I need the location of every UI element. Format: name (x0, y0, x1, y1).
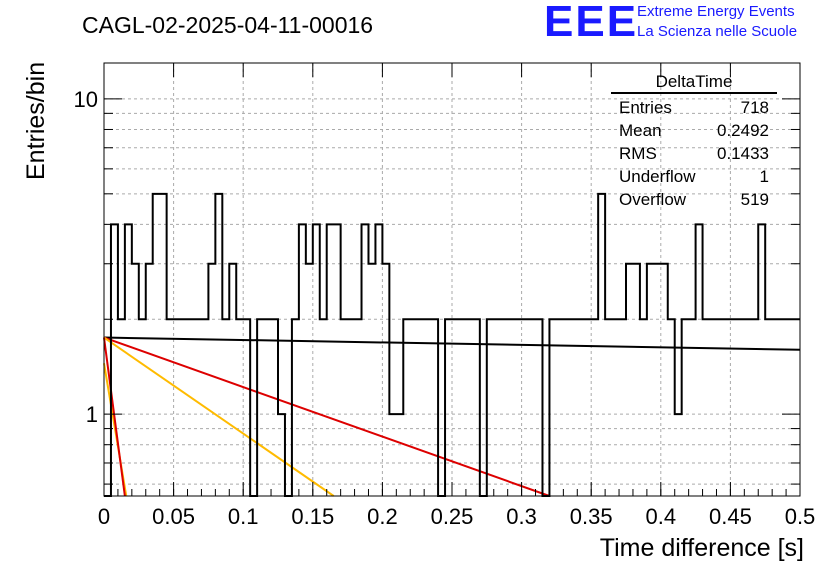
x-tick-label: 0.1 (228, 504, 259, 529)
stats-label: Entries (619, 98, 672, 117)
stats-row-underflow: Underflow 1 (611, 165, 777, 188)
x-tick-label: 0.15 (291, 504, 334, 529)
stats-value: 0.2492 (717, 121, 769, 140)
x-tick-label: 0.3 (506, 504, 537, 529)
histogram-line (104, 192, 800, 497)
axis-ticks (103, 63, 801, 496)
stats-title: DeltaTime (655, 72, 733, 91)
logo-line-2: La Scienza nelle Scuole (637, 23, 798, 40)
y-tick-label: 1 (86, 402, 98, 427)
x-tick-label: 0.05 (152, 504, 195, 529)
x-tick-label: 0.35 (570, 504, 613, 529)
stats-label: Mean (619, 121, 662, 140)
stats-value: 1 (759, 167, 769, 186)
x-axis-label: Time difference [s] (599, 534, 804, 562)
fit-curve (103, 336, 335, 497)
y-tick-label: 10 (74, 87, 98, 112)
stats-row-entries: Entries 718 (611, 96, 777, 119)
stats-row-rms: RMS 0.1433 (611, 142, 777, 165)
fit-curve (103, 337, 126, 497)
stats-separator (611, 92, 777, 94)
eee-logo: EEE (544, 0, 639, 46)
plot-title: CAGL-02-2025-04-11-00016 (82, 12, 374, 38)
stats-label: Overflow (619, 190, 687, 209)
stats-label: Underflow (619, 167, 696, 186)
stats-row-overflow: Overflow 519 (611, 188, 777, 211)
fit-curve (103, 336, 550, 497)
stats-label: RMS (619, 144, 657, 163)
x-tick-label: 0.4 (646, 504, 677, 529)
fit-curves (103, 336, 801, 497)
x-tick-label: 0.45 (709, 504, 752, 529)
stats-row-mean: Mean 0.2492 (611, 119, 777, 142)
logo-line-1: Extreme Energy Events (637, 3, 795, 20)
y-tick-labels: 1 10 (74, 87, 98, 427)
x-tick-label: 0.2 (367, 504, 398, 529)
stats-value: 0.1433 (717, 144, 769, 163)
x-tick-label: 0.5 (785, 504, 816, 529)
x-tick-label: 0.25 (431, 504, 474, 529)
fit-curve (103, 336, 801, 351)
stats-value: 718 (740, 98, 769, 117)
x-tick-label: 0 (98, 504, 110, 529)
stats-value: 519 (740, 190, 769, 209)
y-axis-label: Entries/bin (22, 61, 50, 180)
x-tick-labels: 0 0.05 0.1 0.15 0.2 0.25 0.3 0.35 0.4 0.45 0.5 (98, 504, 815, 529)
stats-box: DeltaTime Entries 718 Mean 0.2492 RMS 0.… (611, 72, 777, 211)
